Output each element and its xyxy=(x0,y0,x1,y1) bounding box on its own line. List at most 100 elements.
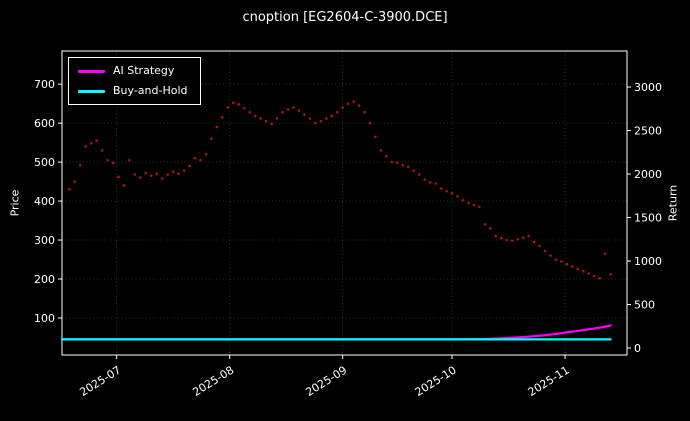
price-scatter-point xyxy=(374,135,377,139)
price-scatter-point xyxy=(89,142,93,145)
price-scatter-point xyxy=(499,236,503,240)
right-tick-label: 2500 xyxy=(634,125,662,138)
price-scatter-point xyxy=(505,238,509,242)
right-tick-label: 1000 xyxy=(634,255,662,268)
buy-and-hold-line-swatch xyxy=(78,89,105,93)
price-scatter-point xyxy=(434,182,437,185)
price-scatter-point xyxy=(472,203,476,207)
price-scatter-point xyxy=(401,163,405,167)
price-scatter-point xyxy=(352,100,355,103)
price-scatter-point xyxy=(106,158,109,162)
right-axis-label: Return xyxy=(666,184,680,222)
price-scatter-point xyxy=(450,191,454,195)
price-scatter-point xyxy=(139,176,142,179)
right-tick-label: 1500 xyxy=(634,212,662,225)
price-scatter-point xyxy=(587,272,591,275)
price-scatter-point xyxy=(150,174,153,178)
price-scatter-point xyxy=(166,173,170,176)
price-scatter-point xyxy=(314,121,317,125)
price-scatter-point xyxy=(461,198,465,202)
legend-label-ai-strategy: AI Strategy xyxy=(113,64,175,77)
price-scatter-point xyxy=(346,102,350,105)
price-scatter-point xyxy=(368,121,372,125)
price-scatter-point xyxy=(324,117,328,120)
price-scatter-point xyxy=(84,145,87,148)
x-tick-label: 2025-09 xyxy=(303,364,349,399)
left-tick-label: 300 xyxy=(34,234,55,247)
chart-title: cnoption [EG2604-C-3900.DCE] xyxy=(242,10,448,25)
price-scatter-point xyxy=(412,169,416,172)
price-scatter-point xyxy=(73,180,77,183)
x-tick-label: 2025-10 xyxy=(413,364,459,399)
price-scatter-point xyxy=(532,240,536,244)
price-scatter-point xyxy=(155,172,159,176)
left-tick-label: 600 xyxy=(34,117,55,130)
price-scatter-point xyxy=(117,175,120,179)
left-tick-label: 200 xyxy=(34,273,55,286)
legend-item-buy-and-hold: Buy-and-Hold xyxy=(78,85,188,97)
price-scatter-point xyxy=(527,234,530,238)
price-scatter-point xyxy=(259,117,262,120)
price-scatter-point xyxy=(100,149,104,152)
price-scatter-point xyxy=(188,164,191,168)
price-scatter-point xyxy=(565,262,569,266)
price-scatter-point xyxy=(303,113,306,116)
price-scatter-point xyxy=(456,195,459,198)
price-scatter-point xyxy=(111,161,115,165)
price-scatter-point xyxy=(78,163,82,167)
price-scatter-point xyxy=(292,106,295,109)
price-scatter-point xyxy=(226,106,230,109)
price-scatter-point xyxy=(308,117,312,120)
legend-item-ai-strategy: AI Strategy xyxy=(78,65,188,77)
price-scatter-point xyxy=(264,119,268,123)
price-scatter-point xyxy=(406,165,410,169)
left-tick-label: 500 xyxy=(34,156,55,169)
x-tick-label: 2025-08 xyxy=(190,364,236,399)
x-tick-label: 2025-11 xyxy=(526,364,572,399)
right-tick-label: 3000 xyxy=(634,81,662,94)
price-scatter-point xyxy=(385,154,388,158)
plot-frame xyxy=(61,50,628,356)
left-tick-label: 400 xyxy=(34,195,55,208)
price-scatter-point xyxy=(576,267,580,271)
price-scatter-point xyxy=(232,101,235,105)
price-scatter-point xyxy=(428,181,432,184)
price-scatter-point xyxy=(603,252,607,255)
price-scatter-point xyxy=(330,114,334,118)
price-scatter-point xyxy=(543,249,547,253)
price-scatter-point xyxy=(554,258,558,261)
price-scatter-point xyxy=(286,108,290,111)
price-scatter-point xyxy=(581,269,585,273)
price-scatter-point xyxy=(193,156,197,160)
price-scatter-point xyxy=(177,172,180,176)
price-scatter-point xyxy=(478,205,481,209)
left-axis-label: Price xyxy=(8,189,22,217)
price-scatter-point xyxy=(160,177,164,180)
price-scatter-point xyxy=(483,223,487,226)
price-scatter-point xyxy=(341,106,344,109)
price-scatter-point xyxy=(549,254,552,257)
left-tick-label: 100 xyxy=(34,312,55,325)
right-tick-label: 500 xyxy=(634,299,655,312)
left-tick-label: 700 xyxy=(34,78,55,91)
price-scatter-point xyxy=(221,115,224,119)
right-tick-label: 0 xyxy=(634,342,641,355)
price-scatter-point xyxy=(275,117,279,120)
price-scatter-point xyxy=(357,104,361,107)
x-tick-label: 2025-07 xyxy=(77,364,123,399)
price-scatter-point xyxy=(494,234,498,238)
price-scatter-point xyxy=(270,122,273,126)
price-scatter-point xyxy=(210,137,213,140)
price-scatter-point xyxy=(199,158,202,162)
price-scatter-point xyxy=(390,160,394,164)
price-scatter-point xyxy=(122,184,126,187)
price-scatter-point xyxy=(133,173,137,176)
price-scatter-point xyxy=(510,239,514,243)
price-scatter-point xyxy=(467,201,470,205)
price-scatter-point xyxy=(248,110,252,114)
price-scatter-point xyxy=(521,236,525,239)
price-scatter-point xyxy=(609,273,612,276)
price-scatter-point xyxy=(128,158,131,162)
